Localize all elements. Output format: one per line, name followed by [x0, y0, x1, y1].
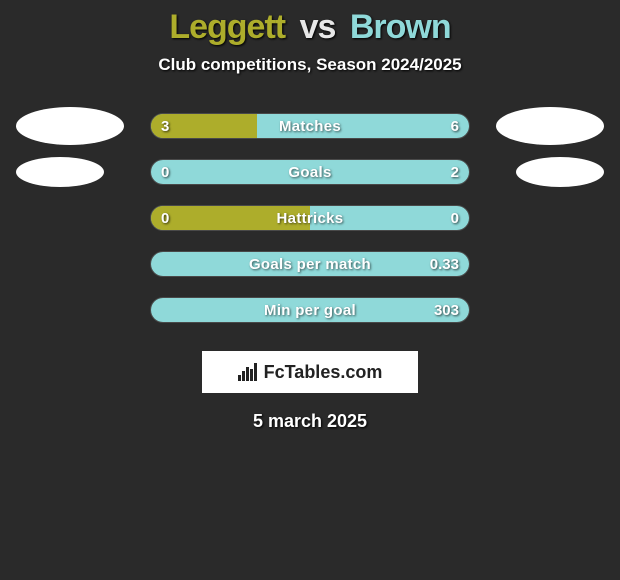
stat-bar: 02Goals — [150, 159, 470, 185]
stat-row: 02Goals — [10, 149, 610, 195]
player1-badge — [16, 157, 104, 187]
player2-name: Brown — [350, 8, 451, 46]
player2-badge — [496, 107, 604, 145]
stat-bar: 00Hattricks — [150, 205, 470, 231]
player1-name: Leggett — [169, 8, 285, 46]
stat-label: Matches — [151, 114, 469, 138]
stat-bar: 36Matches — [150, 113, 470, 139]
stat-row: 303Min per goal — [10, 287, 610, 333]
player2-badge — [516, 157, 604, 187]
comparison-card: Leggett vs Brown Club competitions, Seas… — [0, 0, 620, 580]
stat-label: Hattricks — [151, 206, 469, 230]
stat-bar: 303Min per goal — [150, 297, 470, 323]
stat-bar: 0.33Goals per match — [150, 251, 470, 277]
title-vs: vs — [294, 8, 342, 46]
stat-row: 00Hattricks — [10, 195, 610, 241]
bar-chart-icon — [238, 363, 258, 381]
subtitle: Club competitions, Season 2024/2025 — [0, 55, 620, 75]
brand-text: FcTables.com — [264, 362, 383, 383]
stat-row: 36Matches — [10, 103, 610, 149]
stat-label: Goals per match — [151, 252, 469, 276]
date-label: 5 march 2025 — [0, 411, 620, 432]
brand-box[interactable]: FcTables.com — [202, 351, 418, 393]
page-title: Leggett vs Brown — [0, 8, 620, 47]
stat-label: Min per goal — [151, 298, 469, 322]
stat-row: 0.33Goals per match — [10, 241, 610, 287]
stat-label: Goals — [151, 160, 469, 184]
stats-stage: 36Matches 02Goals 00Hattricks 0.33Goals per… — [0, 103, 620, 333]
player1-badge — [16, 107, 124, 145]
